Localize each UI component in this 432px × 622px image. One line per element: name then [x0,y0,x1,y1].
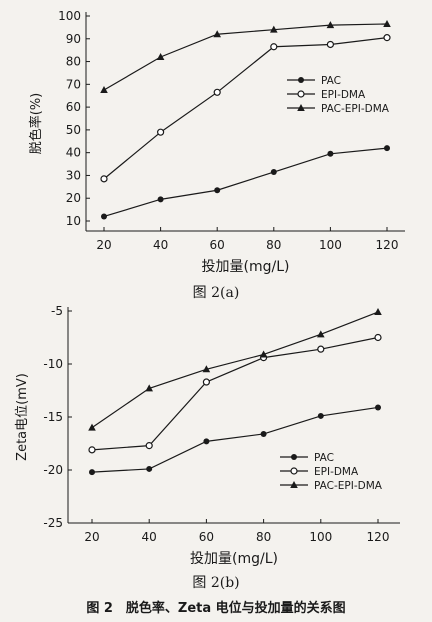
legend-marker [291,454,297,460]
x-tick-label: 80 [256,530,271,544]
data-point [213,88,221,96]
x-tick-label: 40 [142,530,157,544]
data-point [375,404,381,411]
legend-label: PAC-EPI-DMA [314,480,383,492]
x-tick-label: 20 [84,530,99,544]
series-line [103,23,388,91]
data-point [384,145,390,152]
data-point [146,465,153,472]
y-tick-label: -15 [43,410,63,424]
series-line [91,406,379,473]
x-tick-label: 120 [367,530,390,544]
legend-label: EPI-DMA [321,89,366,101]
chart-a-caption: 图 2(a) [192,285,240,301]
data-point [270,169,277,176]
data-point [374,333,382,342]
data-point [326,40,334,49]
x-tick-label: 40 [153,238,168,252]
data-point [317,412,324,419]
series-line [103,37,388,180]
data-point [145,384,153,392]
series-line [91,336,379,451]
y-axis-label: 脱色率(%) [28,93,44,155]
y-tick-label: 60 [66,100,81,114]
legend-label: PAC-EPI-DMA [321,103,390,115]
data-point [202,365,211,373]
y-tick-label: 40 [66,146,81,160]
legend-label: EPI-DMA [314,466,359,478]
chart-a: 10 20 30 40 50 60 70 80 90 100 20 40 60 80 100 120 投加量(m… [28,9,405,275]
y-tick-label: 50 [66,123,81,137]
x-tick-label: 100 [309,530,332,544]
series-pac-epi-dma [100,19,391,94]
y-tick-label: -25 [43,516,63,530]
legend-label: PAC [321,75,341,87]
data-point [326,21,335,29]
legend-marker [297,104,305,111]
y-tick-label: 20 [66,191,81,205]
series-pac-epi-dma [88,308,382,431]
x-tick-label: 60 [199,530,214,544]
data-point [100,86,108,94]
y-tick-label: 30 [66,168,81,182]
data-point [202,378,210,386]
y-tick-label: -5 [51,304,63,318]
data-point [89,469,95,476]
chart-b: -5 -10 -15 -20 -25 20 40 60 80 100 120 投加量(mg/L) Zet… [15,304,400,567]
data-point [101,213,107,220]
legend-marker [290,481,298,488]
data-point [145,442,153,450]
data-point [317,330,325,338]
series-pac [89,404,381,476]
figure-caption: 图 2 脱色率、Zeta 电位与投加量的关系图 [86,601,346,616]
y-tick-label: -20 [43,463,63,477]
legend-marker [297,90,305,98]
series-line [91,311,379,429]
data-point [100,175,108,183]
data-point [88,423,96,431]
data-point [270,25,278,33]
data-point [374,308,382,316]
y-tick-label: 100 [58,9,81,23]
y-tick-label: 70 [66,77,81,91]
legend: PAC EPI-DMA PAC-EPI-DMA [280,452,383,492]
x-axis-label: 投加量(mg/L) [202,259,290,275]
y-tick-label: 80 [66,55,81,69]
data-point [203,438,210,445]
series-line [103,147,388,218]
data-point [383,19,391,27]
data-point [214,187,221,194]
x-tick-label: 100 [319,238,342,252]
data-point [317,345,325,353]
series-epi-dma [100,34,391,183]
data-point [213,30,221,38]
series-pac [101,145,390,220]
legend-label: PAC [314,452,334,464]
legend-marker [290,467,298,475]
legend-marker [298,77,304,83]
y-tick-label: 10 [66,214,81,228]
data-point [88,446,96,454]
data-point [157,196,164,203]
data-point [260,430,267,437]
x-tick-label: 120 [376,238,399,252]
data-point [327,150,334,157]
legend: PAC EPI-DMA PAC-EPI-DMA [287,75,390,115]
y-tick-label: -10 [43,357,63,371]
x-tick-label: 60 [210,238,225,252]
data-point [270,43,278,51]
data-point [383,34,391,42]
series-epi-dma [88,333,382,454]
data-point [156,53,165,60]
chart-b-caption: 图 2(b) [192,575,240,591]
data-point [259,350,268,358]
x-tick-label: 20 [96,238,111,252]
x-axis-label: 投加量(mg/L) [190,551,278,567]
y-tick-label: 90 [66,32,81,46]
y-axis-label: Zeta电位(mV) [15,373,30,461]
data-point [157,128,165,136]
x-tick-label: 80 [266,238,281,252]
